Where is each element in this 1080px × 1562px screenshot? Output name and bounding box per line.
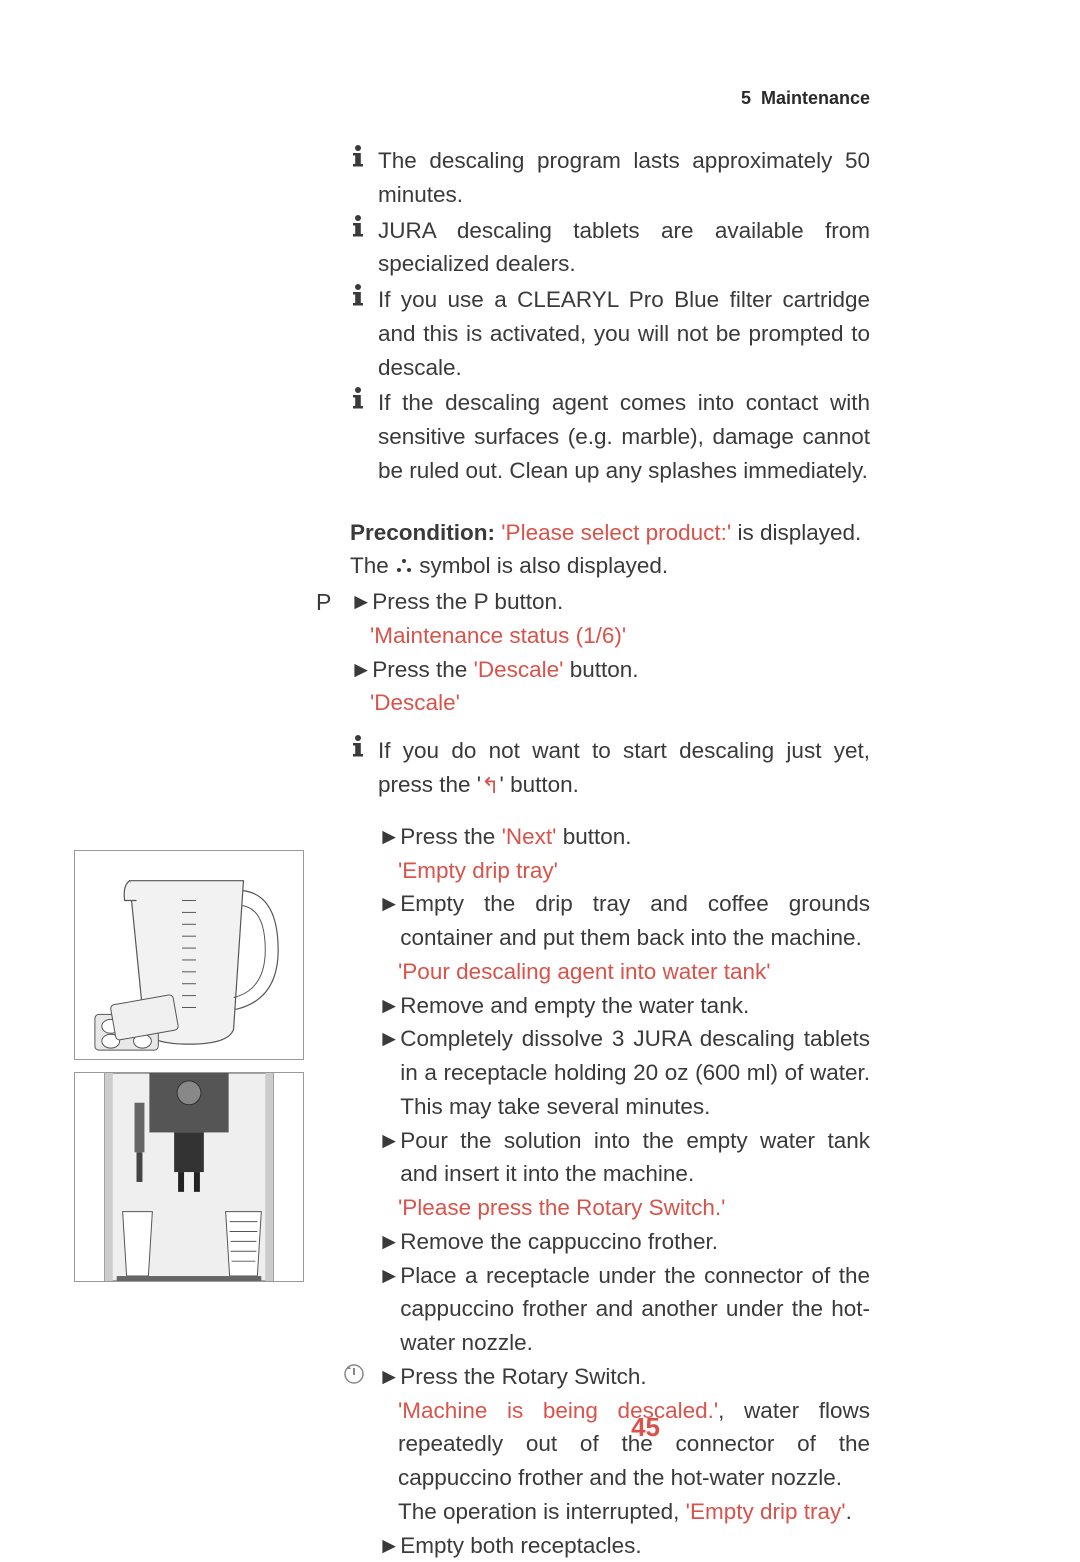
bullet-triangle-icon: ► (378, 1259, 400, 1293)
bullet-triangle-icon: ► (378, 1360, 400, 1394)
step-text: Pour the solution into the empty water t… (400, 1124, 870, 1192)
bullet-triangle-icon: ► (378, 1022, 400, 1056)
info-text: The descaling program lasts approximatel… (378, 144, 870, 212)
page-number: 45 (631, 1412, 660, 1443)
info-icon (350, 386, 378, 415)
info-text: If the descaling agent comes into contac… (378, 386, 870, 487)
step-row: ► Remove and empty the water tank. (378, 989, 870, 1023)
step-text: Press the 'Descale' button. (372, 653, 870, 687)
rotary-switch-icon (342, 1362, 366, 1391)
info-note: If the descaling agent comes into contac… (350, 386, 870, 487)
display-text: 'Please press the Rotary Switch.' (398, 1191, 870, 1225)
info-note: If you do not want to start descaling ju… (350, 734, 870, 802)
step-text: Press the Rotary Switch. (400, 1360, 870, 1394)
display-text: 'Pour descaling agent into water tank' (398, 955, 870, 989)
result-text: The operation is interrupted, 'Empty dri… (398, 1495, 870, 1529)
precondition-after-2: symbol is also displayed. (413, 553, 668, 578)
bullet-triangle-icon: ► (378, 887, 400, 921)
precondition-paragraph: Precondition: 'Please select product:' i… (350, 516, 870, 584)
step-row: ► Press the 'Descale' button. (350, 653, 870, 687)
p-button-symbol: P (316, 585, 346, 620)
bullet-triangle-icon: ► (378, 1124, 400, 1158)
step-row: ► Place a receptacle under the connector… (378, 1259, 870, 1360)
step-text: Remove the cappuccino frother. (400, 1225, 870, 1259)
step-row: ► Press the Rotary Switch. (378, 1360, 870, 1394)
step-text: Remove and empty the water tank. (400, 989, 870, 1023)
bullet-triangle-icon: ► (378, 820, 400, 854)
info-note: JURA descaling tablets are available fro… (350, 214, 870, 282)
bullet-triangle-icon: ► (350, 585, 372, 619)
step-row: ► Empty both receptacles. (378, 1529, 870, 1562)
precondition-display-text: 'Please select product:' (501, 520, 731, 545)
bullet-triangle-icon: ► (378, 1529, 400, 1562)
info-notes-list: The descaling program lasts approximatel… (350, 144, 870, 488)
step-text: Completely dissolve 3 JURA descaling tab… (400, 1022, 870, 1123)
step-text: Empty both receptacles. (400, 1529, 870, 1562)
precondition-label: Precondition: (350, 520, 495, 545)
step-text: Empty the drip tray and coffee grounds c… (400, 887, 870, 955)
section-title: Maintenance (761, 88, 870, 108)
info-icon (350, 214, 378, 243)
back-arrow-icon: ↰ (481, 769, 499, 802)
result-text: 'Machine is being descaled.', water flow… (398, 1394, 870, 1495)
bullet-triangle-icon: ► (378, 1225, 400, 1259)
maintenance-symbol-icon (395, 550, 413, 566)
info-icon (350, 734, 378, 763)
illustration-coffee-machine (74, 1072, 304, 1282)
step-row: ► Pour the solution into the empty water… (378, 1124, 870, 1192)
step-row: ► Remove the cappuccino frother. (378, 1225, 870, 1259)
info-note: The descaling program lasts approximatel… (350, 144, 870, 212)
step-text: Press the P button. (372, 585, 870, 619)
step-row: ► Press the P button. (350, 585, 870, 619)
step-text: Press the 'Next' button. (400, 820, 870, 854)
info-text: If you use a CLEARYL Pro Blue filter car… (378, 283, 870, 384)
illustration-measuring-cup (74, 850, 304, 1060)
bullet-triangle-icon: ► (350, 653, 372, 687)
step-row: ► Completely dissolve 3 JURA descaling t… (378, 1022, 870, 1123)
section-number: 5 (741, 88, 751, 108)
display-text: 'Empty drip tray' (398, 854, 870, 888)
display-text: 'Maintenance status (1/6)' (370, 619, 870, 653)
info-text: If you do not want to start descaling ju… (378, 734, 870, 802)
step-row: ► Press the 'Next' button. (378, 820, 870, 854)
info-icon (350, 144, 378, 173)
display-text: 'Descale' (370, 686, 870, 720)
info-icon (350, 283, 378, 312)
step-text: Place a receptacle under the connector o… (400, 1259, 870, 1360)
bullet-triangle-icon: ► (378, 989, 400, 1023)
step-row: ► Empty the drip tray and coffee grounds… (378, 887, 870, 955)
info-text: JURA descaling tablets are available fro… (378, 214, 870, 282)
page-header: 5 Maintenance (741, 88, 870, 109)
info-note: If you use a CLEARYL Pro Blue filter car… (350, 283, 870, 384)
